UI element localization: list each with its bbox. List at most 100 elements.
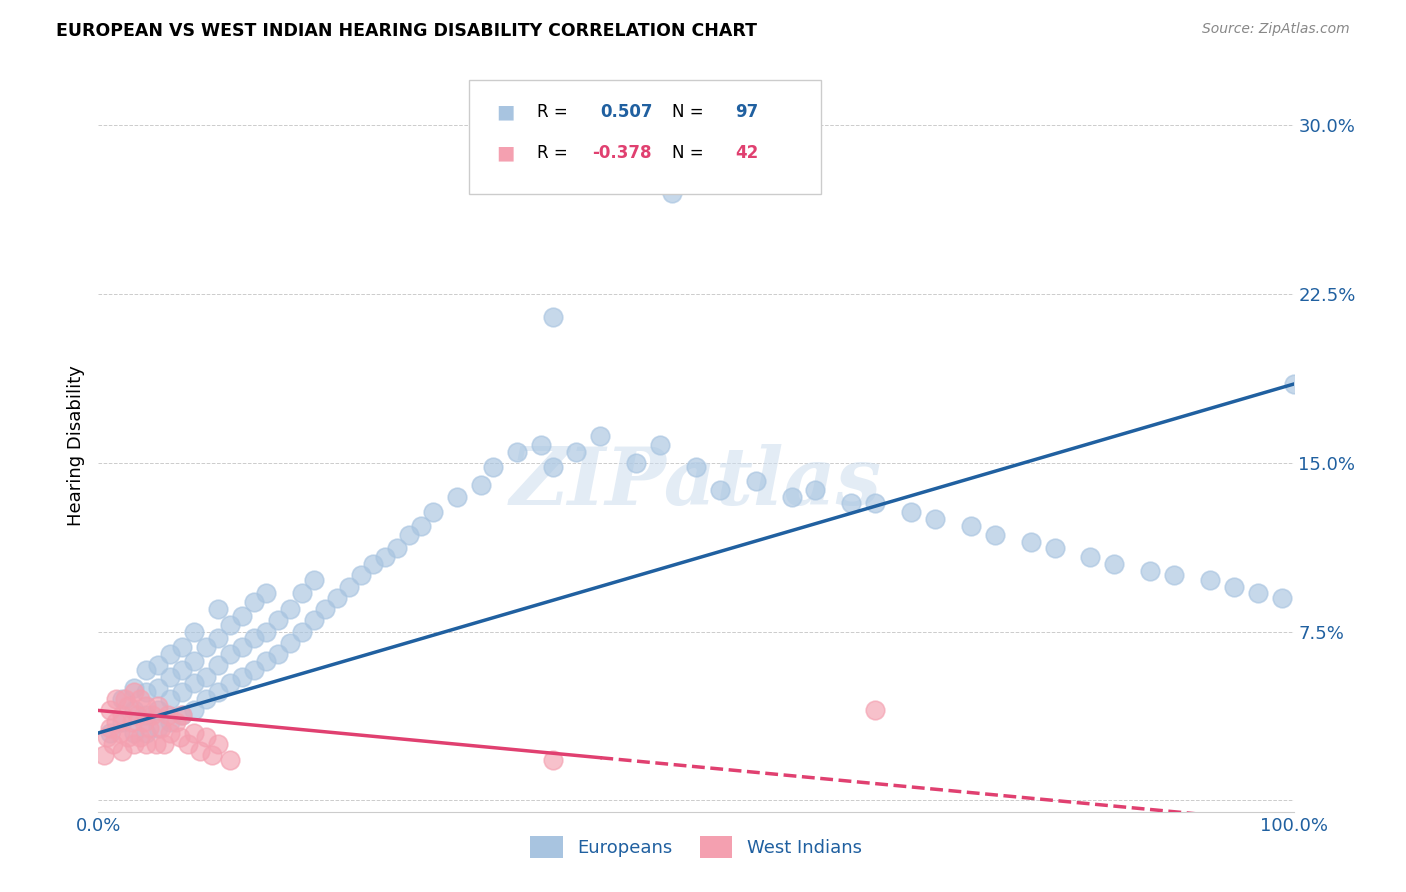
Point xyxy=(156,708,179,723)
Point xyxy=(254,624,277,639)
Point xyxy=(172,685,194,699)
Point xyxy=(141,708,163,723)
Point xyxy=(138,722,160,736)
Point xyxy=(350,568,373,582)
Point xyxy=(148,698,170,713)
Point xyxy=(648,438,672,452)
Text: 42: 42 xyxy=(735,145,759,162)
Point xyxy=(93,748,115,763)
Point xyxy=(194,692,217,706)
Point xyxy=(446,490,468,504)
Point xyxy=(148,703,170,717)
Point xyxy=(114,692,136,706)
Point xyxy=(302,573,325,587)
Point xyxy=(219,647,242,661)
Point xyxy=(124,737,146,751)
Point xyxy=(105,692,128,706)
Point xyxy=(863,496,886,510)
Point xyxy=(183,624,205,639)
Point xyxy=(177,737,200,751)
Point xyxy=(159,692,181,706)
Text: 0.507: 0.507 xyxy=(600,103,652,120)
Point xyxy=(148,722,170,736)
Point xyxy=(194,670,217,684)
Point xyxy=(709,483,731,497)
Point xyxy=(278,602,301,616)
Point xyxy=(183,726,205,740)
Point xyxy=(685,460,707,475)
Point xyxy=(804,483,827,497)
Point xyxy=(661,186,683,200)
Point xyxy=(924,512,946,526)
Point xyxy=(267,647,290,661)
Point xyxy=(1198,573,1220,587)
Point xyxy=(117,731,139,745)
Point xyxy=(135,726,157,740)
Point xyxy=(470,478,492,492)
Point xyxy=(207,685,229,699)
Point xyxy=(98,722,122,736)
Point xyxy=(529,438,551,452)
Point xyxy=(219,676,242,690)
Point xyxy=(267,614,290,628)
Point xyxy=(149,722,172,736)
Point xyxy=(254,654,277,668)
Text: ZIPatlas: ZIPatlas xyxy=(510,444,882,521)
Point xyxy=(135,737,157,751)
Point xyxy=(231,670,253,684)
Point xyxy=(111,692,134,706)
Point xyxy=(541,753,564,767)
Point xyxy=(145,737,167,751)
Point xyxy=(231,640,253,655)
Point xyxy=(194,731,217,745)
Point xyxy=(172,708,194,723)
Point xyxy=(243,663,266,677)
Point xyxy=(1019,534,1042,549)
Point xyxy=(1282,377,1305,392)
Text: N =: N = xyxy=(672,145,709,162)
Point xyxy=(398,528,420,542)
Point xyxy=(745,474,768,488)
Point xyxy=(172,708,194,723)
Text: 97: 97 xyxy=(735,103,759,120)
Point xyxy=(278,636,301,650)
Point xyxy=(219,753,242,767)
Point xyxy=(290,624,312,639)
Point xyxy=(983,528,1005,542)
Point xyxy=(302,614,325,628)
FancyBboxPatch shape xyxy=(470,80,821,194)
Point xyxy=(101,737,124,751)
Point xyxy=(124,681,146,695)
Point xyxy=(541,460,564,475)
Y-axis label: Hearing Disability: Hearing Disability xyxy=(66,366,84,526)
Text: Source: ZipAtlas.com: Source: ZipAtlas.com xyxy=(1202,22,1350,37)
Point xyxy=(201,748,224,763)
Point xyxy=(172,663,194,677)
Point xyxy=(124,685,146,699)
Point xyxy=(98,726,122,740)
Point xyxy=(129,731,152,745)
Text: R =: R = xyxy=(537,145,574,162)
Point xyxy=(900,505,922,519)
Point xyxy=(231,608,253,623)
Point xyxy=(159,714,181,729)
Point xyxy=(1043,541,1066,556)
Text: ■: ■ xyxy=(496,144,515,163)
Point xyxy=(959,519,981,533)
Point xyxy=(207,602,229,616)
Point xyxy=(1102,557,1125,571)
Text: R =: R = xyxy=(537,103,574,120)
Point xyxy=(124,703,146,717)
Point xyxy=(135,698,157,713)
Point xyxy=(411,519,433,533)
Point xyxy=(159,726,181,740)
Point xyxy=(207,737,229,751)
Point xyxy=(565,444,588,458)
Point xyxy=(219,618,242,632)
Point xyxy=(624,456,647,470)
Point xyxy=(148,681,170,695)
Point xyxy=(290,586,312,600)
Text: ■: ■ xyxy=(496,103,515,121)
Point xyxy=(481,460,505,475)
Point xyxy=(243,595,266,609)
